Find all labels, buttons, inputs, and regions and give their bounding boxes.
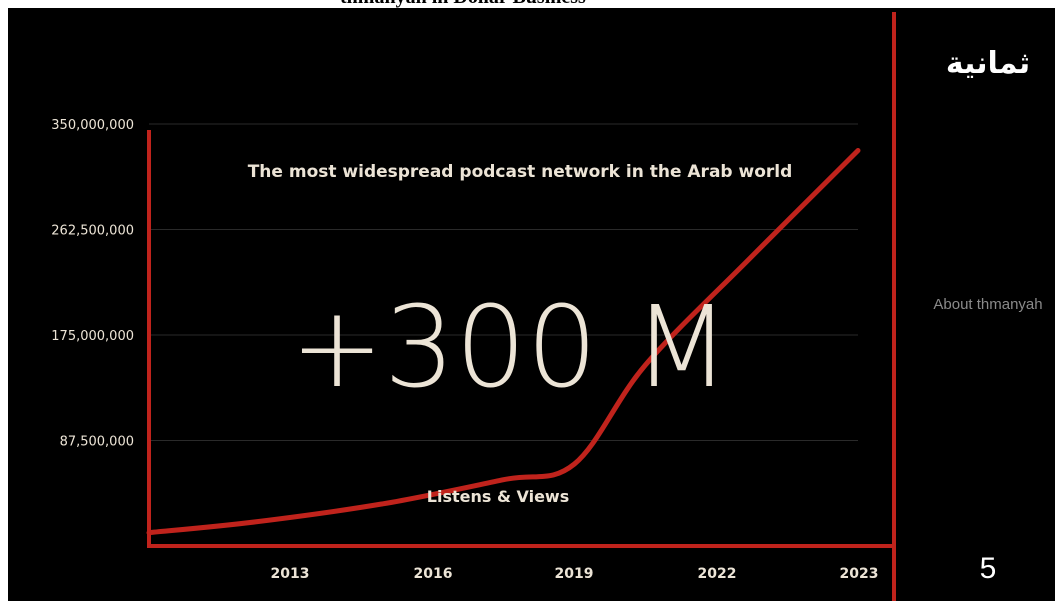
series-label: Listens & Views bbox=[427, 487, 569, 506]
page-number: 5 bbox=[979, 552, 997, 585]
y-tick-label: 87,500,000 bbox=[60, 435, 134, 450]
x-tick-label: 2023 bbox=[840, 566, 879, 582]
x-tick-labels: 2013 2016 2019 2022 2023 bbox=[271, 566, 879, 582]
x-tick-label: 2016 bbox=[414, 566, 453, 582]
chart: 350,000,000 262,500,000 175,000,000 87,500,… bbox=[51, 12, 896, 601]
headline-value: +300 M bbox=[290, 283, 730, 413]
x-tick-label: 2013 bbox=[271, 566, 310, 582]
slide: 350,000,000 262,500,000 175,000,000 87,500,… bbox=[8, 8, 1055, 601]
x-tick-label: 2022 bbox=[698, 566, 737, 582]
y-tick-labels: 350,000,000 262,500,000 175,000,000 87,500,… bbox=[51, 118, 134, 450]
y-tick-label: 350,000,000 bbox=[51, 118, 134, 133]
top-caption: thmanyah in Dollar Business bbox=[340, 0, 586, 8]
x-tick-label: 2019 bbox=[555, 566, 594, 582]
y-tick-label: 262,500,000 bbox=[51, 224, 134, 239]
y-tick-label: 175,000,000 bbox=[51, 329, 134, 344]
top-strip: thmanyah in Dollar Business bbox=[0, 0, 1055, 8]
brand-logo: ثمانية bbox=[945, 46, 1031, 81]
chart-title: The most widespread podcast network in t… bbox=[248, 162, 793, 182]
grid-lines bbox=[149, 123, 858, 441]
about-link[interactable]: About thmanyah bbox=[933, 296, 1043, 313]
series-line bbox=[146, 148, 861, 536]
